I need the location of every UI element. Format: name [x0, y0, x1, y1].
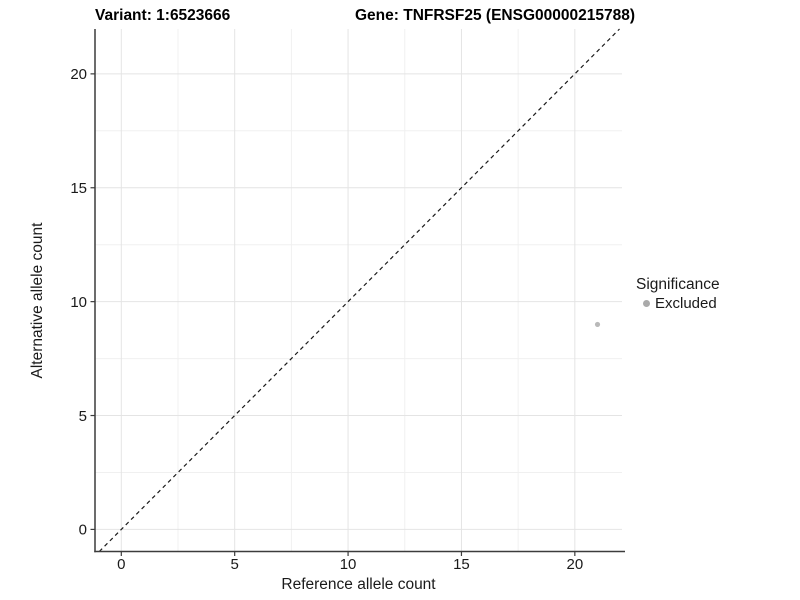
x-axis-title: Reference allele count — [281, 576, 436, 593]
x-tick-label: 20 — [566, 556, 583, 573]
legend-title: Significance — [636, 276, 720, 293]
x-tick-label: 15 — [453, 556, 470, 573]
y-tick-label: 15 — [70, 180, 87, 197]
x-tick-label: 10 — [340, 556, 357, 573]
y-tick-label: 10 — [70, 294, 87, 311]
y-axis-title: Alternative allele count — [29, 222, 46, 379]
y-tick-label: 20 — [70, 66, 87, 83]
legend-item-excluded: Excluded — [636, 295, 720, 312]
y-tick-label: 0 — [79, 522, 87, 539]
legend-key-dot — [643, 300, 650, 307]
y-tick-label: 5 — [79, 408, 87, 425]
identity-line — [98, 28, 620, 552]
legend: Significance Excluded — [636, 275, 720, 312]
gene-title: Gene: TNFRSF25 (ENSG00000215788) — [355, 7, 635, 24]
data-point — [594, 321, 601, 328]
variant-title: Variant: 1:6523666 — [95, 7, 231, 24]
plot-title-row: Variant: 1:6523666 Gene: TNFRSF25 (ENSG0… — [0, 0, 800, 28]
x-tick-label: 5 — [231, 556, 239, 573]
x-tick-label: 0 — [117, 556, 125, 573]
legend-item-label: Excluded — [655, 295, 717, 312]
